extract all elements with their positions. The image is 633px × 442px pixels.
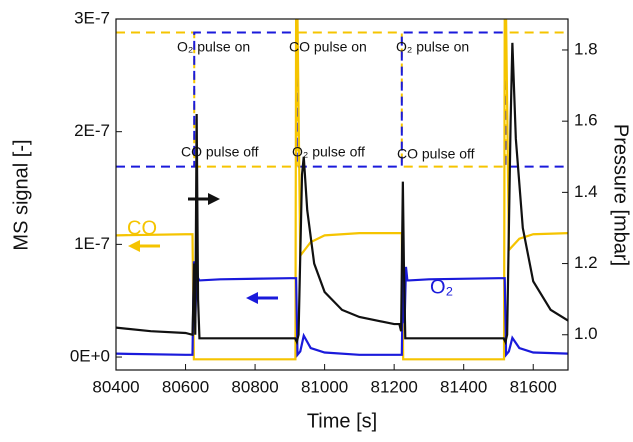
annotation: CO pulse on (289, 39, 367, 55)
annotation: O₂ pulse on (396, 39, 469, 55)
y2-tick-label: 1.6 (574, 111, 598, 130)
series-label: O₂ (430, 276, 453, 298)
annotation: O₂ pulse off (292, 144, 365, 160)
y2-tick-label: 1.0 (574, 324, 598, 343)
x-tick-label: 80600 (162, 377, 209, 396)
plot-area (116, 19, 568, 361)
y2-axis-label: Pressure [mbar] (610, 124, 632, 266)
y2-tick-label: 1.8 (574, 39, 598, 58)
annotation: O₂ pulse on (177, 39, 250, 55)
x-tick-label: 81400 (440, 377, 487, 396)
y-axis-label: MS signal [-] (10, 139, 32, 250)
x-tick-label: 80800 (231, 377, 278, 396)
data-line (116, 261, 568, 358)
data-line (116, 19, 568, 361)
plot-frame (115, 18, 569, 371)
series-label: CO (127, 217, 157, 239)
data-line (116, 42, 568, 346)
y2-tick-label: 1.2 (574, 253, 598, 272)
annotation: CO pulse off (397, 146, 475, 162)
x-tick-label: 81200 (371, 377, 418, 396)
y-tick-label: 2E-7 (74, 121, 110, 140)
y-tick-label: 3E-7 (74, 8, 110, 27)
x-tick-label: 81600 (510, 377, 557, 396)
annotation: CO pulse off (181, 144, 259, 160)
y2-tick-label: 1.4 (574, 182, 598, 201)
y-tick-label: 1E-7 (74, 234, 110, 253)
x-tick-label: 80400 (92, 377, 139, 396)
y-tick-label: 0E+0 (70, 347, 110, 366)
x-axis-label: Time [s] (307, 410, 377, 432)
x-tick-label: 81000 (301, 377, 348, 396)
